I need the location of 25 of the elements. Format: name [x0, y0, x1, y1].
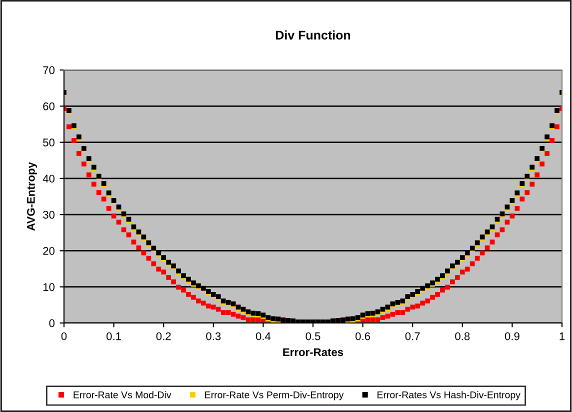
- y-tick-label: 10: [43, 283, 55, 291]
- y-tick-label: 30: [43, 210, 55, 219]
- legend-label: Error-Rates Vs Hash-Div-Entropy: [378, 391, 520, 400]
- x-tick-label: 1: [560, 332, 565, 340]
- y-tick-label: 0: [49, 319, 55, 328]
- x-tick-label: 0.6: [356, 332, 370, 340]
- y-tick-label: 60: [43, 102, 55, 110]
- legend-label: Error-Rate Vs Perm-Div-Entropy: [205, 391, 344, 400]
- chart-title: Div Function: [276, 30, 350, 40]
- y-tick-label: 20: [43, 246, 55, 255]
- x-tick-label: 0.3: [206, 332, 221, 340]
- x-tick-label: 0: [61, 332, 67, 340]
- x-tick-label: 0.8: [455, 332, 470, 340]
- y-tick-label: 70: [43, 66, 55, 74]
- x-tick-label: 0.9: [504, 332, 520, 340]
- x-tick-label: 0.1: [106, 332, 121, 340]
- x-tick-label: 0.4: [256, 332, 271, 340]
- x-tick-label: 0.7: [405, 332, 420, 340]
- x-tick-label: 0.2: [156, 332, 171, 340]
- y-tick-label: 50: [43, 138, 55, 146]
- y-axis-title: AVG-Entropy: [26, 162, 38, 231]
- x-axis-title: Error-Rates: [283, 348, 344, 356]
- y-tick-label: 40: [42, 174, 55, 183]
- x-tick-label: 0.5: [306, 332, 320, 340]
- legend-label: Error-Rate Vs Mod-Div: [74, 391, 172, 398]
